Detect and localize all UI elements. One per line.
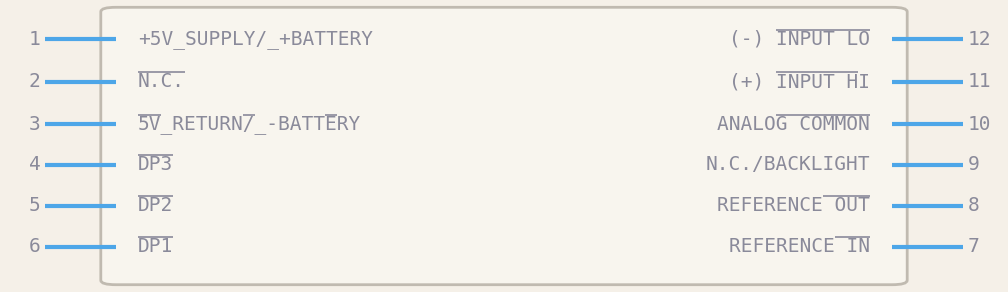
Text: 1: 1	[28, 30, 40, 49]
Text: 3: 3	[28, 114, 40, 134]
Text: 2: 2	[28, 72, 40, 91]
FancyBboxPatch shape	[101, 7, 907, 285]
Text: 10: 10	[968, 114, 991, 134]
Text: (-) INPUT LO: (-) INPUT LO	[729, 30, 870, 49]
Text: 12: 12	[968, 30, 991, 49]
Text: +5V_SUPPLY/_+BATTERY: +5V_SUPPLY/_+BATTERY	[138, 30, 373, 49]
Text: N.C./BACKLIGHT: N.C./BACKLIGHT	[706, 155, 870, 175]
Text: N.C.: N.C.	[138, 72, 185, 91]
Text: ANALOG COMMON: ANALOG COMMON	[717, 114, 870, 134]
Text: 11: 11	[968, 72, 991, 91]
Text: 5V_RETURN/_-BATTERY: 5V_RETURN/_-BATTERY	[138, 114, 361, 134]
Text: 8: 8	[968, 196, 980, 215]
Text: 5: 5	[28, 196, 40, 215]
Text: REFERENCE IN: REFERENCE IN	[729, 237, 870, 256]
Text: (+) INPUT HI: (+) INPUT HI	[729, 72, 870, 91]
Text: 7: 7	[968, 237, 980, 256]
Text: REFERENCE OUT: REFERENCE OUT	[717, 196, 870, 215]
Text: DP1: DP1	[138, 237, 173, 256]
Text: DP3: DP3	[138, 155, 173, 175]
Text: DP2: DP2	[138, 196, 173, 215]
Text: 4: 4	[28, 155, 40, 175]
Text: 9: 9	[968, 155, 980, 175]
Text: 6: 6	[28, 237, 40, 256]
